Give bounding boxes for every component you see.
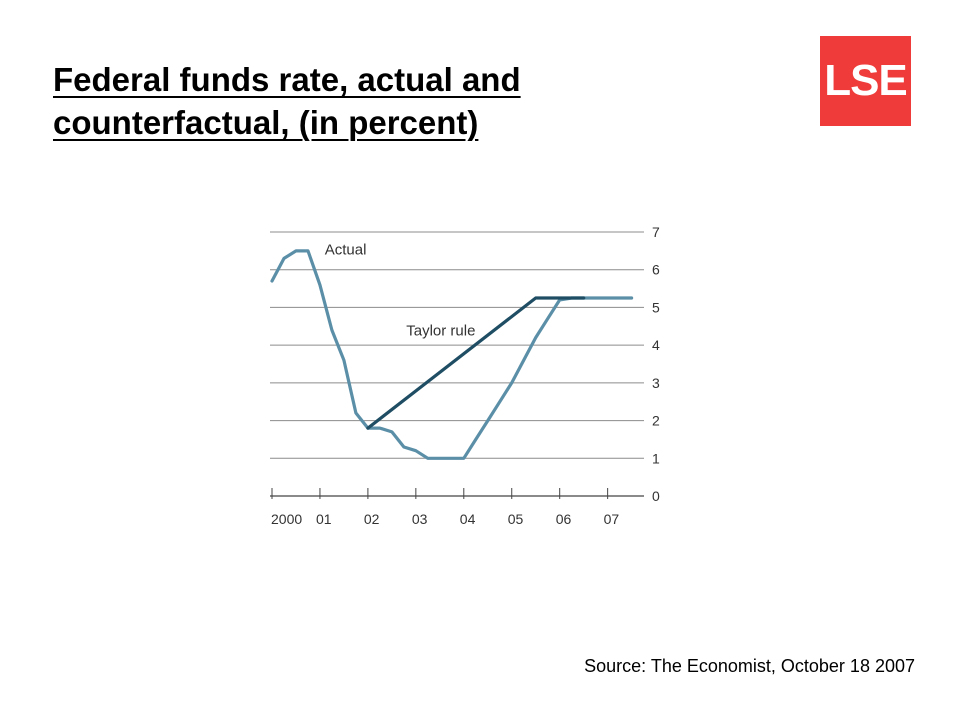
slide-title: Federal funds rate, actual and counterfa…	[53, 58, 773, 144]
y-tick-label: 7	[652, 224, 660, 240]
y-tick-label: 3	[652, 375, 660, 391]
series-line-taylor-rule	[366, 296, 586, 430]
y-tick-label: 2	[652, 413, 660, 429]
series-line-actual	[270, 249, 634, 460]
y-tick-label: 5	[652, 299, 660, 315]
series-label-actual: Actual	[325, 242, 367, 259]
slide-title-line-2: counterfactual, (in percent)	[53, 104, 479, 141]
lse-logo-text: LSE	[824, 56, 908, 105]
x-tick-label: 06	[556, 511, 572, 527]
lse-logo: LSE	[820, 36, 911, 126]
y-tick-label: 6	[652, 262, 660, 278]
series-label-taylor-rule: Taylor rule	[406, 323, 475, 340]
y-tick-label: 1	[652, 450, 660, 466]
chart: 0 1 2 3 4 5 6 7 2000 01 02 03 04 05 06 07 Actual Taylor r…	[262, 214, 682, 534]
x-tick-label: 07	[604, 511, 620, 527]
y-tick-label: 4	[652, 337, 660, 353]
slide-title-line-1: Federal funds rate, actual and	[53, 61, 521, 98]
x-tick-label: 02	[364, 511, 380, 527]
source-note: Source: The Economist, October 18 2007	[584, 656, 915, 676]
y-tick-label: 0	[652, 488, 660, 504]
x-tick-label: 2000	[271, 511, 302, 527]
x-tick-label: 03	[412, 511, 428, 527]
x-tick-label: 04	[460, 511, 476, 527]
x-tick-label: 05	[508, 511, 524, 527]
x-tick-label: 01	[316, 511, 332, 527]
